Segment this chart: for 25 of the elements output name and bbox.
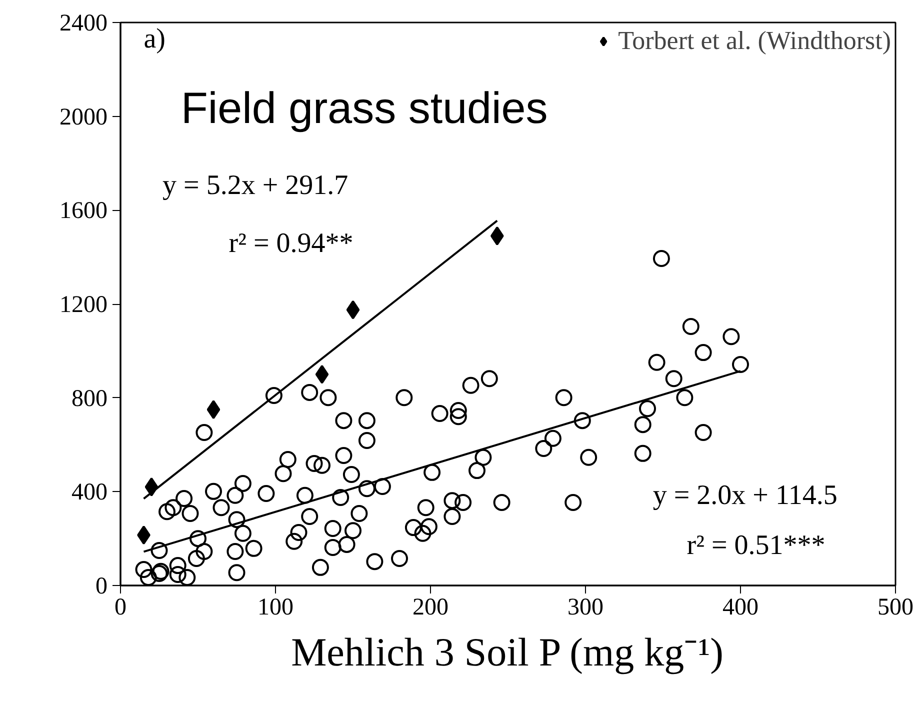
x-tick-label: 100 bbox=[258, 594, 294, 620]
annotation: y = 5.2x + 291.7 bbox=[162, 170, 348, 202]
point bbox=[490, 226, 504, 246]
text: Field grass studies bbox=[180, 84, 548, 133]
x-tick-label: 200 bbox=[412, 594, 448, 620]
x-tick-label: 0 bbox=[114, 594, 126, 620]
point bbox=[315, 364, 329, 384]
annotation: r² = 0.51*** bbox=[686, 530, 826, 562]
y-tick-label: 0 bbox=[96, 574, 108, 600]
x-tick-label: 400 bbox=[722, 594, 758, 620]
y-tick-label: 1600 bbox=[60, 198, 108, 224]
annotation: r² = 0.94** bbox=[228, 228, 354, 259]
annotation: a) bbox=[144, 23, 166, 54]
y-tick-label: 400 bbox=[72, 480, 108, 506]
y-tick-label: 2000 bbox=[60, 104, 108, 130]
annotation: y = 2.0x + 114.5 bbox=[652, 480, 838, 511]
legend-label: Torbert et al. (Windthorst) bbox=[618, 26, 891, 56]
x-axis-title: Mehlich 3 Soil P (mg kg⁻¹) bbox=[291, 630, 724, 674]
x-tick-label: 500 bbox=[878, 594, 914, 620]
point bbox=[346, 300, 360, 320]
x-tick-label: 300 bbox=[568, 594, 604, 620]
y-tick-label: 800 bbox=[72, 386, 108, 412]
point bbox=[206, 400, 220, 420]
y-tick-label: 1200 bbox=[60, 292, 108, 318]
y-tick-label: 2400 bbox=[60, 10, 108, 36]
